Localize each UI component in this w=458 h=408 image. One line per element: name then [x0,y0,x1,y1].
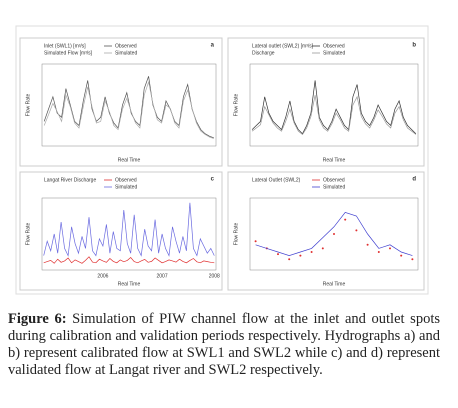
legend-label: Simulated [115,184,137,190]
data-point [400,254,403,257]
legend-label: Observed [115,177,137,183]
series-line [43,76,214,139]
data-point [344,218,347,221]
plot-area [249,197,419,271]
data-point [310,251,313,253]
caption-label: Figure 6: [8,311,67,327]
data-point [366,243,369,246]
x-axis-label: Real Time [118,157,141,163]
legend-title: Inlet (SWL1) [m³/s] [44,43,86,49]
legend-title: Lateral Outlet (SWL2) [252,177,301,183]
series-line [43,202,215,257]
data-point [355,229,358,232]
data-point [411,258,414,261]
x-axis-label: Real Time [118,281,141,287]
data-point [377,251,380,253]
y-axis-label: Flow Rate [233,94,239,117]
panel-label: c [211,177,215,183]
legend-label: Simulated [323,50,345,56]
panel-label: d [412,177,416,183]
series-line [43,256,215,264]
series-line [251,95,417,136]
legend-label: Observed [323,43,345,49]
data-point [254,240,257,243]
legend-label: Observed [115,43,137,49]
legend-subtitle: Discharge [252,50,275,56]
legend-label: Simulated [115,50,137,56]
plot-area [41,63,217,147]
legend-label: Observed [323,177,345,183]
x-tick-label: 2006 [97,273,108,279]
panel-label: a [211,43,215,49]
plot-area [41,197,217,271]
x-tick-label: 2007 [156,273,167,279]
x-axis-label: Real Time [323,157,346,163]
caption-text: Simulation of PIW channel flow at the in… [8,311,440,378]
legend-title: Langat River Discharge [44,177,96,183]
legend-title: Lateral outlet (SWL2) [m³/s] [252,43,314,49]
x-tick-label: 2008 [209,273,220,279]
panel-frame [19,171,223,291]
panel-frame [227,37,425,167]
data-point [299,254,302,257]
series-line [251,80,417,135]
series-line [255,211,413,256]
figure: a Inlet (SWL1) [m³/s]Simulated Flow [m³/s… [15,25,429,295]
y-axis-label: Flow Rate [233,223,239,246]
x-axis-label: Real Time [323,281,346,287]
data-point [321,247,324,250]
legend-label: Simulated [323,184,345,190]
data-point [288,258,291,261]
caption: Figure 6: Simulation of PIW channel flow… [8,311,440,379]
y-axis-label: Flow Rate [25,94,31,117]
data-point [333,233,335,235]
panel-frame [227,171,425,291]
series-line [43,80,214,139]
plot-area [249,63,419,147]
legend-subtitle: Simulated Flow [m³/s] [44,50,93,56]
panel-frame [19,37,223,167]
data-point [277,253,279,256]
y-axis-label: Flow Rate [25,223,31,246]
panel-label: b [412,43,416,49]
data-point [389,247,391,250]
